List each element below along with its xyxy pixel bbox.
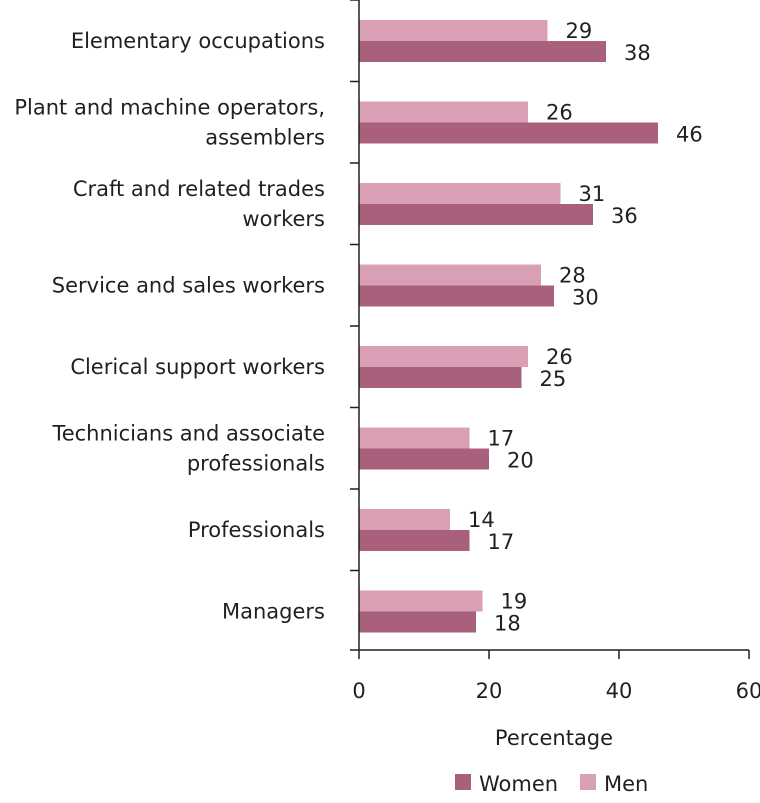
category-label: Technicians and associate [51, 422, 325, 446]
legend-label: Men [604, 772, 648, 796]
value-label-women: 17 [488, 530, 515, 554]
value-label-men: 19 [501, 590, 528, 614]
value-label-women: 38 [624, 41, 651, 65]
bar-men [359, 264, 541, 286]
legend-label: Women [479, 772, 558, 796]
bar-women [359, 367, 522, 388]
bar-women [359, 530, 470, 551]
value-label-women: 46 [676, 123, 703, 147]
category-label: professionals [187, 452, 325, 476]
category-label: workers [242, 207, 325, 231]
category-label: Clerical support workers [70, 355, 325, 379]
x-tick-label: 40 [606, 679, 633, 703]
category-label: Craft and related trades [73, 177, 325, 201]
category-label: Service and sales workers [52, 274, 325, 298]
x-tick-label: 20 [476, 679, 503, 703]
value-label-men: 14 [468, 508, 495, 532]
value-label-women: 18 [494, 612, 521, 636]
bar-women [359, 448, 489, 470]
bar-men [359, 509, 450, 530]
bar-men [359, 427, 470, 449]
bar-women [359, 204, 593, 225]
bar-women [359, 41, 606, 62]
bar-men [359, 20, 548, 41]
category-label: Professionals [188, 518, 325, 542]
value-label-women: 25 [540, 367, 567, 391]
value-label-men: 26 [546, 345, 573, 369]
category-label: Plant and machine operators, [14, 96, 325, 120]
labels-layer: 29 38 Elementary occupations 26 46 Plant and … [14, 19, 702, 636]
legend: Women Men [455, 772, 648, 796]
bar-men [359, 101, 528, 123]
value-label-men: 29 [566, 19, 593, 43]
value-label-men: 31 [579, 182, 606, 206]
bar-men [359, 183, 561, 204]
axes-layer: 0 20 40 60 [350, 0, 760, 703]
value-label-women: 36 [611, 204, 638, 228]
bar-women [359, 285, 554, 307]
category-label: assemblers [205, 126, 325, 150]
bars-layer [359, 20, 658, 633]
legend-swatch [455, 774, 471, 790]
value-label-women: 20 [507, 449, 534, 473]
category-label: Managers [222, 600, 325, 624]
bar-women [359, 122, 658, 144]
value-label-women: 30 [572, 286, 599, 310]
x-axis-title: Percentage [495, 726, 613, 750]
category-label: Elementary occupations [71, 29, 325, 53]
value-label-men: 17 [488, 427, 515, 451]
x-tick-label: 0 [352, 679, 365, 703]
value-label-men: 28 [559, 264, 586, 288]
bar-women [359, 611, 476, 633]
bar-men [359, 346, 528, 367]
value-label-men: 26 [546, 101, 573, 125]
legend-swatch [580, 774, 596, 790]
bar-men [359, 590, 483, 612]
x-tick-label: 60 [736, 679, 760, 703]
